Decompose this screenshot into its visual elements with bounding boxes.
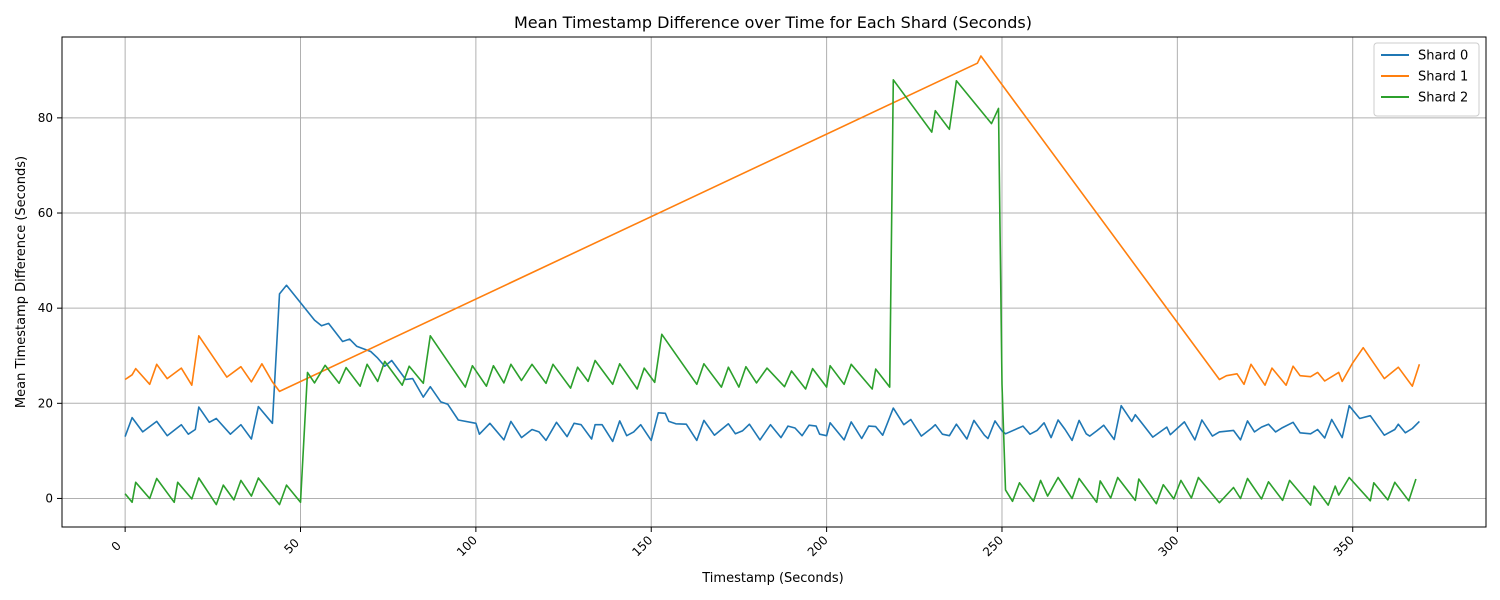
series-line-shard-0 bbox=[124, 284, 1420, 443]
y-tick-label-80: 80 bbox=[38, 111, 53, 125]
grid bbox=[62, 37, 1486, 527]
x-tick-label-100: 100 bbox=[454, 533, 480, 559]
chart-title: Mean Timestamp Difference over Time for … bbox=[514, 13, 1032, 32]
x-tick-label-0: 0 bbox=[109, 539, 124, 554]
x-tick-label-50: 50 bbox=[281, 536, 302, 557]
legend-label-shard-0: Shard 0 bbox=[1418, 49, 1468, 64]
series-line-shard-1 bbox=[124, 55, 1421, 393]
legend-label-shard-2: Shard 2 bbox=[1418, 91, 1468, 106]
x-tick-label-250: 250 bbox=[980, 533, 1006, 559]
plot-frame bbox=[61, 36, 1487, 528]
x-axis-label: Timestamp (Seconds) bbox=[701, 571, 843, 586]
legend: Shard 0 Shard 1 Shard 2 bbox=[1373, 42, 1480, 117]
x-axis-ticks: 0 50 100 150 200 250 300 350 bbox=[109, 527, 1357, 559]
x-tick-label-300: 300 bbox=[1155, 533, 1181, 559]
y-axis-label: Mean Timestamp Difference (Seconds) bbox=[14, 156, 29, 408]
y-tick-label-20: 20 bbox=[38, 396, 53, 410]
plot-area bbox=[124, 55, 1421, 506]
y-tick-label-60: 60 bbox=[38, 206, 53, 220]
x-tick-label-200: 200 bbox=[805, 533, 831, 559]
series-line-shard-2 bbox=[124, 79, 1417, 506]
x-tick-label-150: 150 bbox=[629, 533, 655, 559]
y-axis-ticks: 0 20 40 60 80 bbox=[38, 111, 62, 505]
y-tick-label-0: 0 bbox=[45, 491, 53, 505]
x-tick-label-350: 350 bbox=[1331, 533, 1357, 559]
y-tick-label-40: 40 bbox=[38, 301, 53, 315]
legend-label-shard-1: Shard 1 bbox=[1418, 70, 1468, 85]
